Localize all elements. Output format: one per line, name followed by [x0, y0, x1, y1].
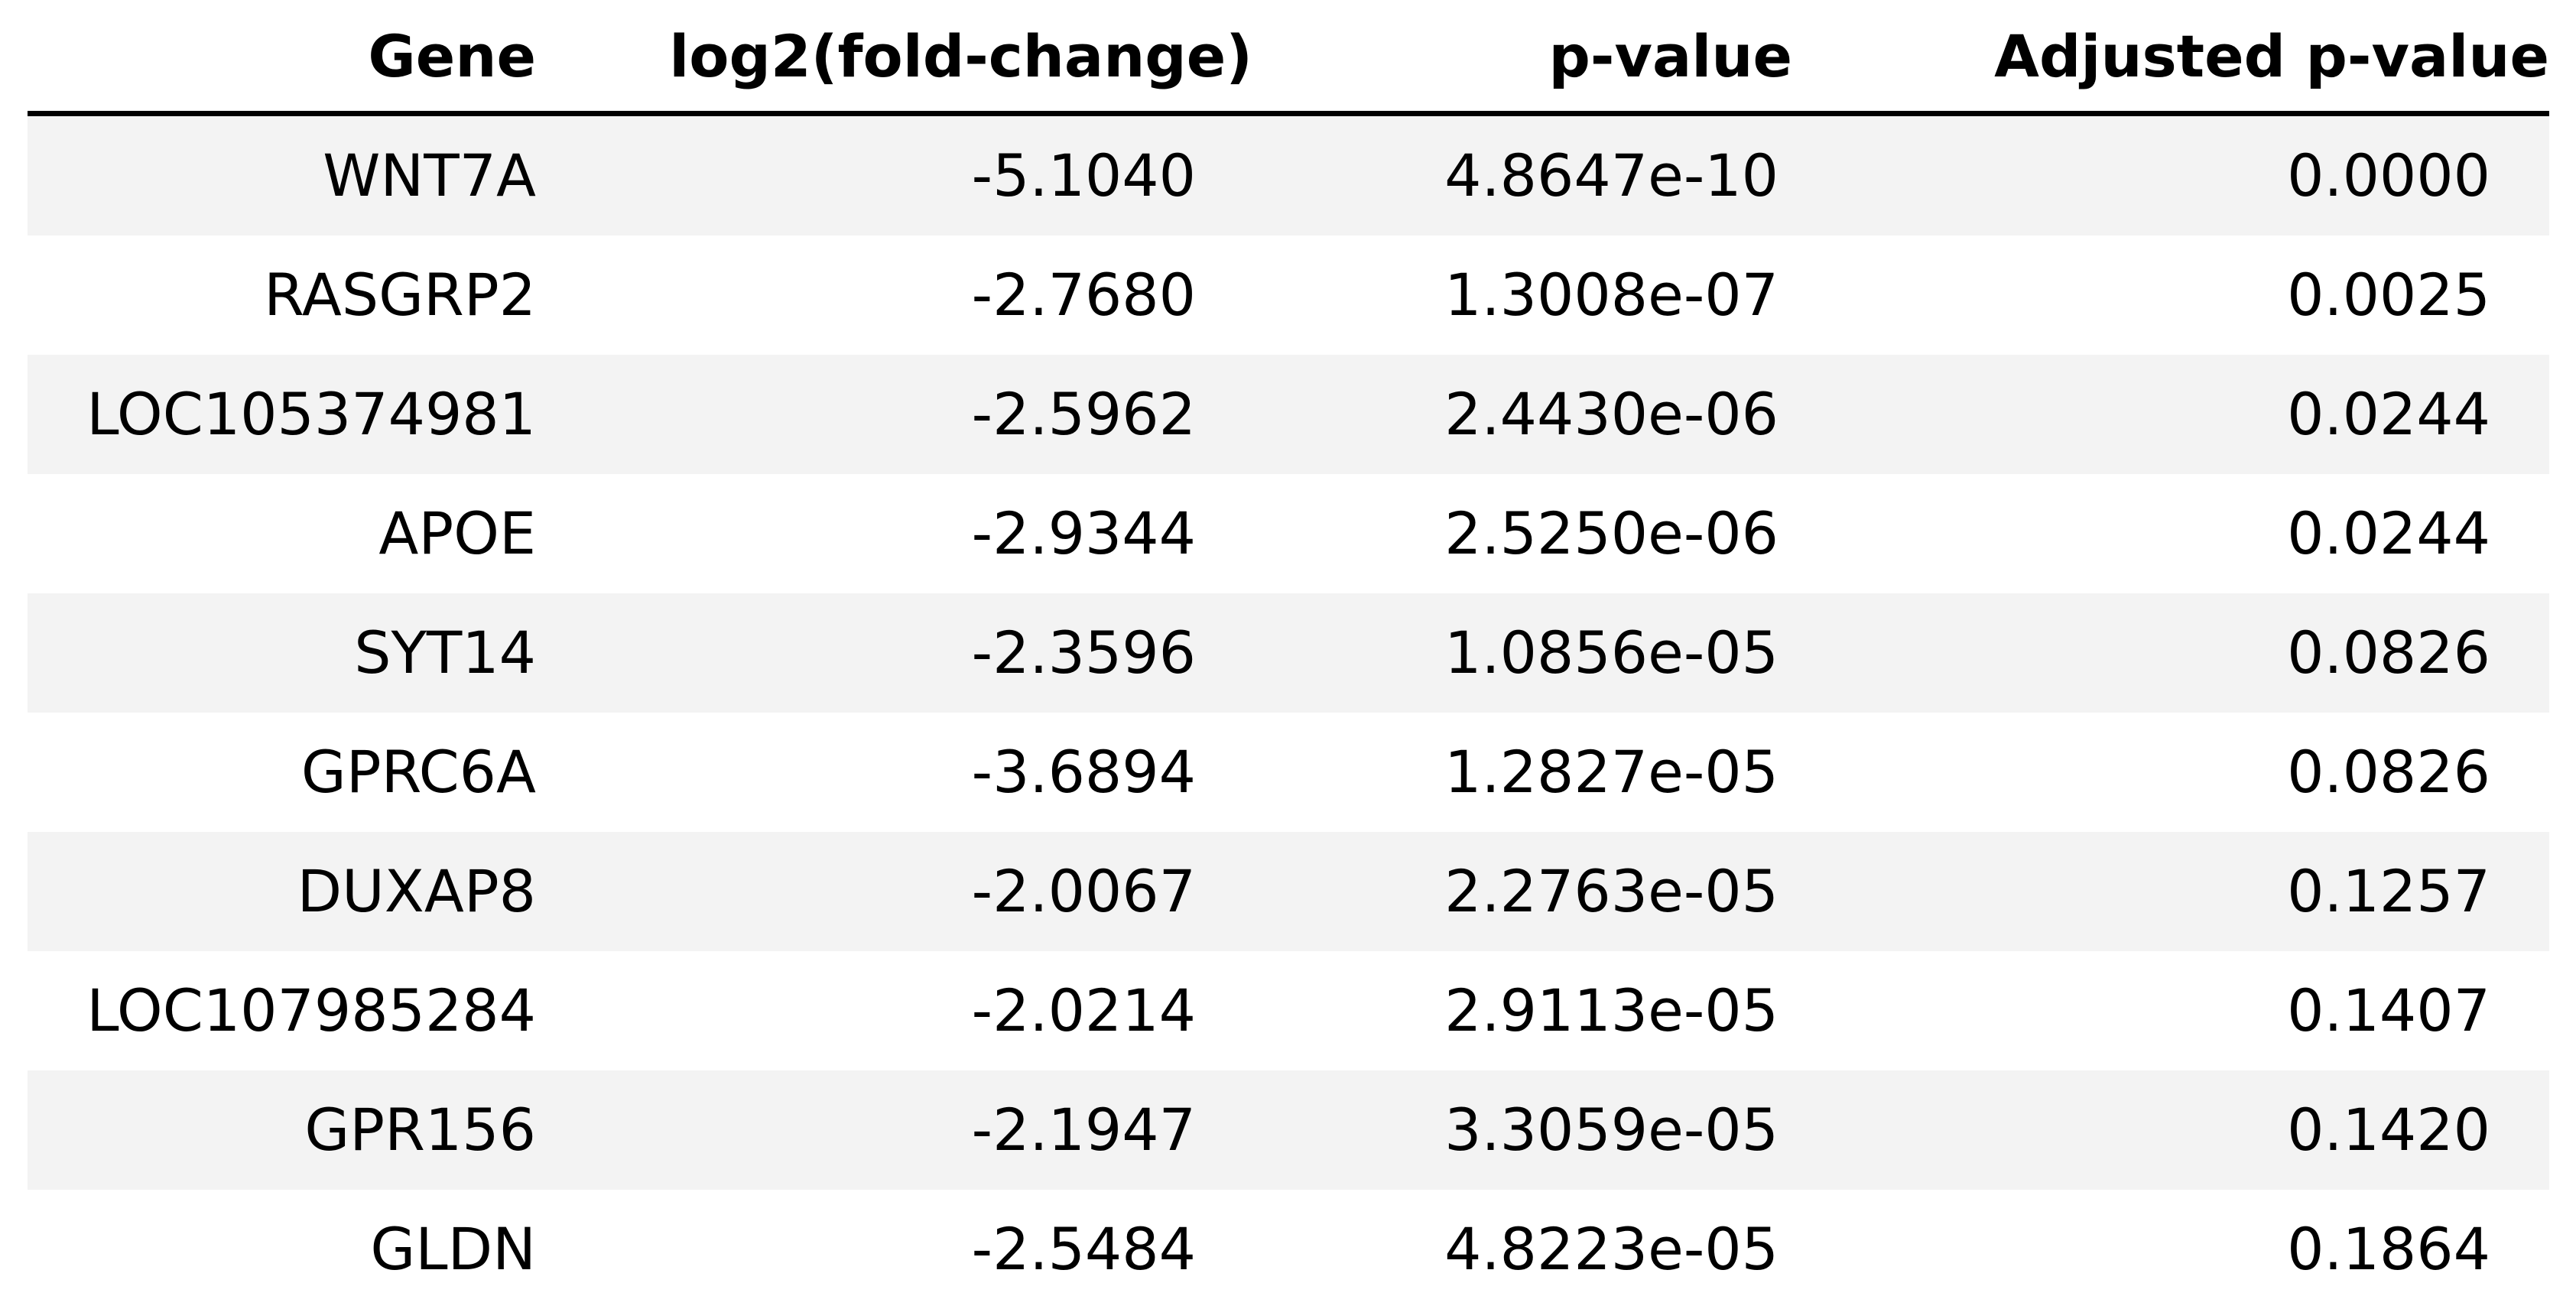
column-header-adjusted-p-value: Adjusted p-value — [1994, 22, 2549, 90]
column-header-p-value: p-value — [1548, 22, 1792, 90]
cell-gene: RASGRP2 — [264, 261, 536, 329]
table-row: SYT14 -2.3596 1.0856e-05 0.0826 — [28, 593, 2549, 713]
cell-gene: LOC105374981 — [86, 380, 536, 448]
table-row: GLDN -2.5484 4.8223e-05 0.1864 — [28, 1190, 2549, 1309]
cell-log2-fold-change: -2.0214 — [971, 976, 1196, 1044]
cell-log2-fold-change: -5.1040 — [971, 141, 1196, 210]
cell-adjusted-p-value: 0.0826 — [2287, 738, 2490, 806]
cell-adjusted-p-value: 0.1420 — [2287, 1096, 2490, 1164]
cell-p-value: 2.4430e-06 — [1444, 380, 1779, 448]
cell-adjusted-p-value: 0.0826 — [2287, 619, 2490, 687]
cell-gene: GPR156 — [304, 1096, 536, 1164]
cell-p-value: 4.8223e-05 — [1444, 1215, 1779, 1283]
cell-p-value: 2.9113e-05 — [1444, 976, 1779, 1044]
column-header-gene: Gene — [368, 22, 536, 90]
table-header: Gene log2(fold-change) p-value Adjusted … — [28, 0, 2549, 116]
cell-p-value: 2.5250e-06 — [1444, 499, 1779, 567]
table-row: APOE -2.9344 2.5250e-06 0.0244 — [28, 474, 2549, 593]
cell-gene: GLDN — [370, 1215, 536, 1283]
cell-p-value: 4.8647e-10 — [1444, 141, 1779, 210]
cell-p-value: 3.3059e-05 — [1444, 1096, 1779, 1164]
cell-log2-fold-change: -2.0067 — [971, 857, 1196, 925]
cell-adjusted-p-value: 0.0000 — [2287, 141, 2490, 210]
cell-log2-fold-change: -2.3596 — [971, 619, 1196, 687]
table-row: RASGRP2 -2.7680 1.3008e-07 0.0025 — [28, 235, 2549, 355]
table-body: WNT7A -5.1040 4.8647e-10 0.0000 RASGRP2 -2.76… — [28, 116, 2549, 1309]
cell-adjusted-p-value: 0.0244 — [2287, 380, 2490, 448]
table-row: LOC107985284 -2.0214 2.9113e-05 0.1407 — [28, 951, 2549, 1070]
cell-log2-fold-change: -2.5962 — [971, 380, 1196, 448]
cell-p-value: 1.2827e-05 — [1444, 738, 1779, 806]
table-row: GPR156 -2.1947 3.3059e-05 0.1420 — [28, 1070, 2549, 1190]
cell-gene: APOE — [378, 499, 536, 567]
cell-gene: GPRC6A — [300, 738, 536, 806]
cell-log2-fold-change: -2.9344 — [971, 499, 1196, 567]
cell-adjusted-p-value: 0.1864 — [2287, 1215, 2490, 1283]
column-header-log2-fold-change: log2(fold-change) — [669, 22, 1252, 90]
results-table: Gene log2(fold-change) p-value Adjusted … — [28, 0, 2549, 1309]
cell-p-value: 1.3008e-07 — [1444, 261, 1779, 329]
cell-log2-fold-change: -2.1947 — [971, 1096, 1196, 1164]
cell-log2-fold-change: -2.7680 — [971, 261, 1196, 329]
cell-log2-fold-change: -2.5484 — [971, 1215, 1196, 1283]
table-row: WNT7A -5.1040 4.8647e-10 0.0000 — [28, 116, 2549, 235]
table-row: DUXAP8 -2.0067 2.2763e-05 0.1257 — [28, 832, 2549, 951]
cell-adjusted-p-value: 0.1407 — [2287, 976, 2490, 1044]
table-row: GPRC6A -3.6894 1.2827e-05 0.0826 — [28, 713, 2549, 832]
cell-adjusted-p-value: 0.1257 — [2287, 857, 2490, 925]
cell-log2-fold-change: -3.6894 — [971, 738, 1196, 806]
cell-gene: LOC107985284 — [86, 976, 536, 1044]
cell-p-value: 1.0856e-05 — [1444, 619, 1779, 687]
cell-adjusted-p-value: 0.0025 — [2287, 261, 2490, 329]
cell-gene: SYT14 — [354, 619, 536, 687]
cell-gene: WNT7A — [323, 141, 536, 210]
table-row: LOC105374981 -2.5962 2.4430e-06 0.0244 — [28, 355, 2549, 474]
cell-p-value: 2.2763e-05 — [1444, 857, 1779, 925]
cell-gene: DUXAP8 — [297, 857, 536, 925]
cell-adjusted-p-value: 0.0244 — [2287, 499, 2490, 567]
